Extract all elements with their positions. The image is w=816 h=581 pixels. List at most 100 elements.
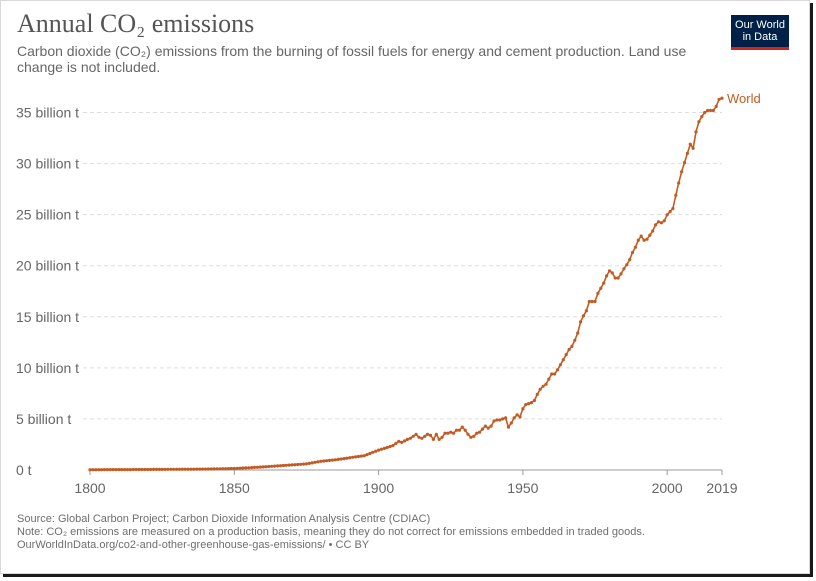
data-point bbox=[293, 463, 297, 467]
x-tick-label: 2019 bbox=[706, 480, 737, 496]
data-point bbox=[573, 338, 577, 342]
data-point bbox=[247, 466, 251, 470]
data-point bbox=[270, 464, 274, 468]
data-point bbox=[544, 382, 548, 386]
data-point bbox=[278, 464, 283, 468]
data-point bbox=[345, 456, 349, 460]
data-point bbox=[342, 457, 346, 461]
data-point bbox=[587, 299, 591, 304]
x-tick-label: 1900 bbox=[363, 480, 394, 496]
data-point bbox=[290, 463, 294, 467]
data-point bbox=[659, 221, 664, 225]
data-point bbox=[362, 454, 366, 458]
data-point bbox=[535, 392, 539, 396]
data-point bbox=[680, 170, 684, 174]
data-point bbox=[411, 434, 415, 438]
data-point bbox=[501, 417, 505, 421]
data-point bbox=[157, 467, 161, 471]
data-point bbox=[483, 424, 487, 428]
data-point bbox=[558, 363, 563, 367]
data-point bbox=[420, 436, 424, 440]
data-point bbox=[541, 384, 545, 388]
data-point bbox=[708, 108, 713, 113]
data-point bbox=[428, 433, 433, 437]
owid-logo[interactable]: Our World in Data bbox=[731, 15, 789, 50]
data-point bbox=[486, 426, 490, 430]
data-point bbox=[553, 372, 557, 376]
data-point bbox=[250, 466, 254, 470]
data-point bbox=[304, 462, 308, 466]
data-point bbox=[241, 466, 245, 470]
data-point bbox=[648, 233, 652, 237]
data-point bbox=[267, 464, 271, 469]
data-point bbox=[120, 468, 124, 472]
data-point bbox=[394, 441, 398, 445]
data-point bbox=[529, 401, 534, 405]
data-point bbox=[391, 443, 395, 448]
data-point bbox=[336, 457, 340, 461]
data-point bbox=[273, 464, 277, 468]
data-point bbox=[377, 448, 381, 452]
data-point bbox=[720, 96, 724, 100]
data-point bbox=[599, 286, 603, 290]
data-point bbox=[561, 358, 565, 362]
data-point bbox=[694, 130, 698, 134]
data-point bbox=[131, 467, 135, 472]
y-tick-label: 20 billion t bbox=[16, 258, 79, 274]
x-tick-label: 2000 bbox=[652, 480, 683, 496]
data-point bbox=[218, 467, 222, 471]
y-tick-label: 0 t bbox=[16, 462, 32, 478]
data-point bbox=[636, 238, 640, 242]
data-point bbox=[460, 425, 464, 429]
data-point bbox=[180, 467, 184, 471]
x-tick-label: 1950 bbox=[507, 480, 538, 496]
series-line-world bbox=[90, 97, 723, 471]
data-point bbox=[469, 435, 473, 439]
y-tick-label: 5 billion t bbox=[16, 411, 71, 427]
data-point bbox=[593, 299, 597, 304]
data-point bbox=[628, 258, 632, 262]
data-point bbox=[547, 377, 551, 381]
data-point bbox=[388, 444, 392, 449]
data-point bbox=[123, 468, 127, 472]
data-point bbox=[330, 458, 334, 462]
data-point bbox=[504, 416, 508, 420]
data-point bbox=[515, 413, 519, 417]
data-point bbox=[160, 467, 164, 471]
y-tick-label: 30 billion t bbox=[16, 156, 79, 172]
data-point bbox=[186, 467, 190, 471]
data-point bbox=[654, 223, 658, 227]
data-point bbox=[333, 458, 337, 462]
data-point bbox=[348, 456, 352, 460]
data-point bbox=[405, 437, 409, 441]
data-point bbox=[203, 467, 207, 471]
data-point bbox=[651, 229, 655, 233]
data-point bbox=[235, 466, 239, 470]
data-point bbox=[166, 467, 170, 471]
data-point bbox=[200, 467, 205, 471]
data-point bbox=[134, 467, 138, 472]
data-point bbox=[685, 151, 690, 155]
data-point bbox=[163, 467, 167, 471]
data-point bbox=[605, 274, 609, 278]
data-point bbox=[177, 467, 182, 471]
data-point bbox=[313, 460, 317, 464]
source-url[interactable]: OurWorldInData.org/co2-and-other-greenho… bbox=[17, 539, 370, 551]
data-point bbox=[189, 467, 193, 471]
data-point bbox=[426, 432, 430, 436]
data-point bbox=[91, 468, 95, 472]
data-point bbox=[446, 431, 450, 435]
source-note: Source: Global Carbon Project; Carbon Di… bbox=[17, 513, 431, 525]
data-point bbox=[379, 447, 384, 451]
line-chart: 0 t 5 billion t 10 billion t 15 billion t 20… bbox=[16, 91, 761, 496]
chart-title: Annual CO₂ emissions bbox=[17, 9, 255, 38]
data-point bbox=[457, 428, 461, 432]
data-point bbox=[714, 104, 718, 108]
y-tick-label: 25 billion t bbox=[16, 207, 79, 223]
data-point bbox=[613, 276, 617, 280]
data-point bbox=[400, 440, 404, 444]
data-point bbox=[691, 146, 695, 150]
data-point bbox=[212, 467, 216, 471]
data-point bbox=[209, 467, 213, 471]
